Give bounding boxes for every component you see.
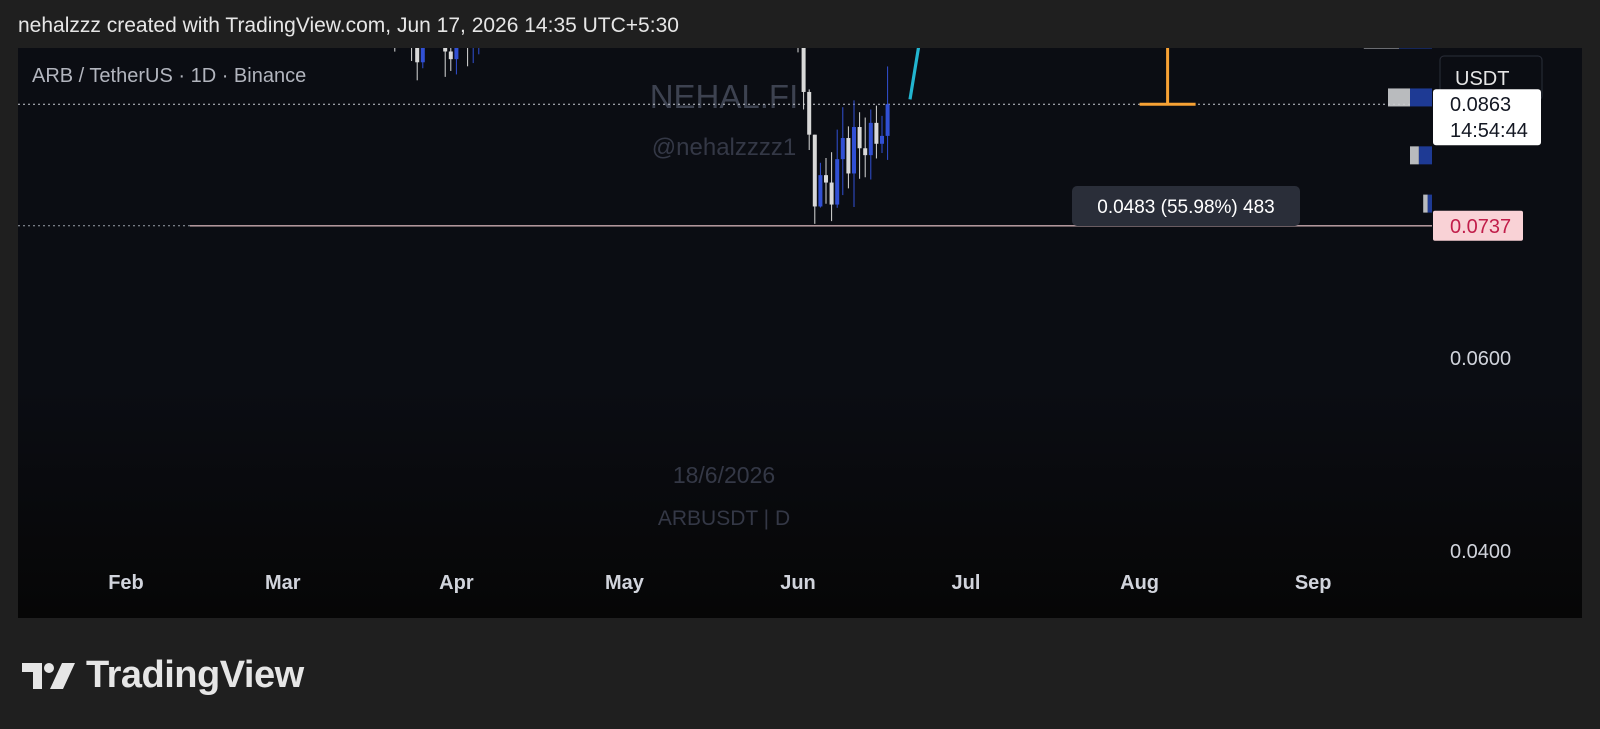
time-axis-label: Sep (1295, 572, 1332, 594)
candle-body (454, 48, 459, 60)
candle-body (829, 182, 834, 205)
volume-profile-up (1427, 194, 1432, 213)
time-axis-label: Jul (952, 572, 981, 594)
candle-body (885, 104, 890, 136)
currency-button[interactable]: USDT (1455, 68, 1509, 90)
volume-profile-up (1410, 88, 1432, 107)
measure-tooltip-box (1072, 186, 1300, 226)
watermark-name: NEHAL.FI (650, 78, 799, 115)
candle-body (874, 122, 879, 144)
time-axis-label: Jun (780, 572, 816, 594)
volume-profile-down (1423, 194, 1428, 213)
candle-body (868, 122, 873, 156)
tradingview-logo-icon (22, 662, 75, 689)
candle-body (818, 175, 823, 207)
candle-body (863, 148, 868, 156)
candle-body (852, 127, 856, 174)
price-axis-label: 0.0600 (1450, 348, 1511, 370)
candle-body (812, 134, 817, 207)
candle-body (880, 135, 884, 144)
time-axis-label: Mar (265, 572, 301, 594)
projection-path (908, 48, 921, 100)
candle-body (824, 175, 828, 183)
symbol-title: ARB / TetherUS · 1D · Binance (32, 65, 306, 87)
candle-body (801, 48, 806, 92)
time-axis-label: Apr (439, 572, 474, 594)
candle-body (846, 138, 851, 174)
chart-panel[interactable]: NEHAL.FI @nehalzzzz1 18/6/2026 ARBUSDT |… (18, 48, 1582, 618)
chart-caption: nehalzzz created with TradingView.com, J… (18, 14, 679, 37)
candle-body (857, 127, 862, 149)
candle-body (415, 48, 420, 63)
time-axis-label: Aug (1120, 572, 1159, 594)
time-axis-label: May (605, 572, 645, 594)
watermark-date: 18/6/2026 (673, 462, 775, 488)
volume-profile-down (1410, 146, 1419, 165)
candle-body (840, 138, 845, 160)
time-axis-label: Feb (108, 572, 144, 594)
countdown-label: 14:54:44 (1450, 120, 1528, 142)
support-tag: 0.0737 (1450, 216, 1511, 238)
candle-body (448, 51, 453, 60)
volume-profile-down (1388, 88, 1410, 107)
watermark-ticker: ARBUSDT | D (658, 507, 790, 530)
measure-tooltip-text: 0.0483 (55.98%) 483 (1097, 197, 1274, 218)
candle-body (835, 159, 840, 205)
candle-body (420, 48, 425, 63)
tradingview-logo[interactable]: TradingView (22, 654, 304, 697)
volume-profile-up (1399, 48, 1432, 49)
current-price-tag: 0.0863 (1450, 94, 1511, 116)
candle-body (807, 91, 812, 135)
brand-name: TradingView (86, 654, 304, 696)
watermark-handle: @nehalzzzz1 (652, 134, 796, 161)
price-axis-label: 0.0400 (1450, 541, 1511, 563)
price-chart[interactable]: NEHAL.FI @nehalzzzz1 18/6/2026 ARBUSDT |… (18, 48, 1582, 618)
candle-body (443, 48, 448, 52)
volume-profile-down (1363, 48, 1399, 49)
support-tag-box (1433, 210, 1523, 241)
current-price-tag-box (1433, 89, 1541, 146)
volume-profile-up (1418, 146, 1432, 165)
